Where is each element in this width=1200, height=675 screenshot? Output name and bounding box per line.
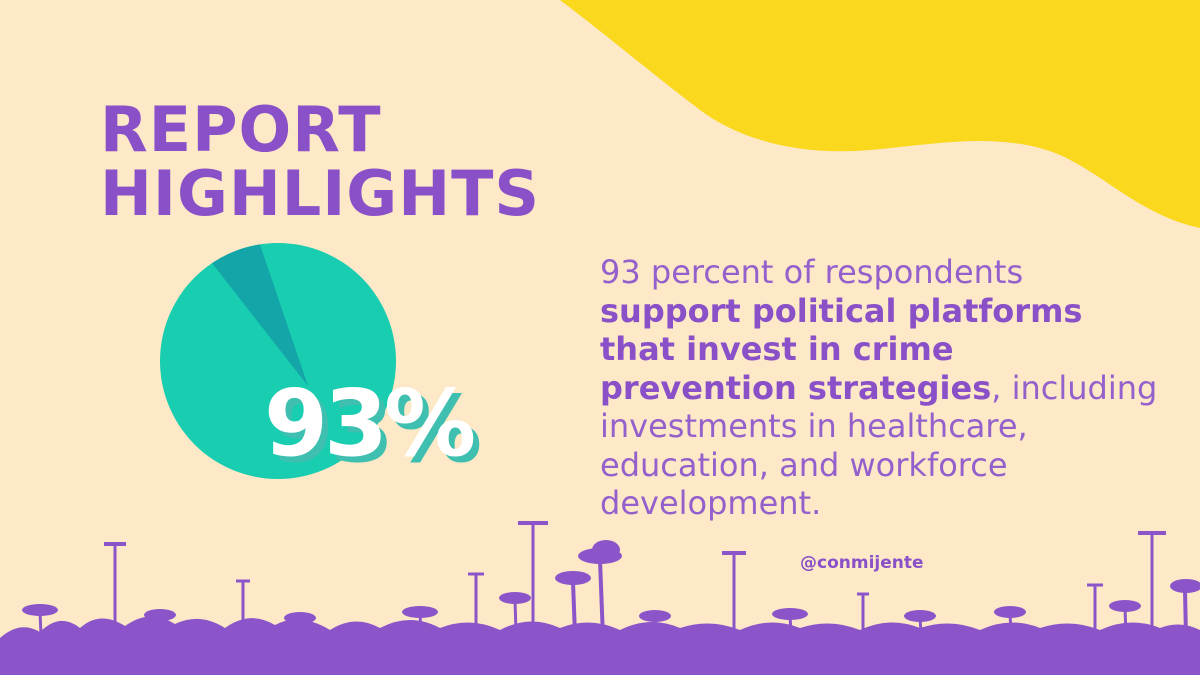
- highlight-intro: 93 percent of respondents: [600, 253, 1024, 291]
- social-handle: @conmijente: [800, 553, 924, 573]
- highlight-text: 93 percent of respondents support politic…: [600, 253, 1160, 523]
- report-title: REPORT HIGHLIGHTS: [100, 98, 540, 226]
- highlight-emphasis: support political platforms that invest …: [600, 291, 1083, 407]
- percentage-pie-chart: [160, 243, 396, 479]
- palm-tree-skyline: [0, 521, 1200, 675]
- percentage-label: 93%: [264, 370, 476, 477]
- highlight-outro: , including investments in healthcare, e…: [600, 368, 1158, 523]
- pie-remainder: [160, 243, 396, 479]
- pie-slice-highlight: [212, 244, 308, 386]
- title-line-1: REPORT: [100, 93, 382, 166]
- title-line-2: HIGHLIGHTS: [100, 157, 541, 230]
